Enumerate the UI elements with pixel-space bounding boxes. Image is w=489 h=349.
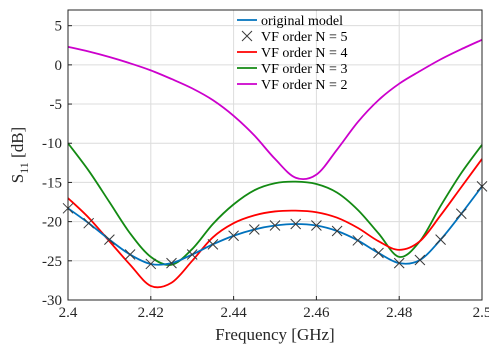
series-layer [62,38,488,289]
data-point-marker [290,218,302,230]
x-tick-label: 2.4 [59,305,78,321]
data-point-marker [186,249,198,260]
tick-labels: 2.4 2.42 2.44 2.46 2.48 2.5 5 0 -5 -10 -15 -20 -25 -3… [42,19,489,321]
x-tick-label: 2.5 [473,305,489,321]
series-markers-vf-order-n-5 [62,180,488,270]
data-point-marker [124,249,136,260]
y-axis-label-sub: 11 [17,162,31,174]
legend-swatch [241,30,253,42]
y-tick-label: -25 [42,254,62,270]
x-axis-label: Frequency [GHz] [215,325,334,344]
y-tick-label: -15 [42,175,62,191]
data-point-marker [207,238,219,250]
data-point-marker [435,234,446,246]
legend-label: original model [261,14,343,29]
y-axis-label-main: S [8,174,27,183]
data-point-marker [311,220,322,231]
y-tick-label: -5 [50,97,63,113]
x-tick-label: 2.44 [220,305,247,321]
data-point-marker [166,257,177,269]
x-tick-label: 2.48 [386,305,412,321]
legend-label: VF order N = 3 [261,62,347,77]
legend-label: VF order N = 5 [261,30,347,45]
data-point-marker [269,220,281,231]
data-point-marker [393,257,405,269]
x-tick-label: 2.46 [303,305,330,321]
data-point-marker [145,258,157,270]
y-tick-label: -10 [42,136,62,152]
data-point-marker [373,247,384,259]
legend-label: VF order N = 4 [261,46,347,61]
series-line-vf-order-n-2 [67,38,483,181]
data-point-marker [228,230,239,242]
data-point-marker [352,235,364,246]
data-point-marker [248,224,260,235]
legend-label: VF order N = 2 [261,78,347,93]
y-tick-label: 5 [55,19,63,35]
x-tick-label: 2.42 [138,305,164,321]
data-point-marker [104,234,115,246]
series-line-vf-order-n-3 [67,142,483,266]
data-point-marker [455,208,467,220]
plot-frame [67,9,483,301]
y-tick-label: -20 [42,215,62,231]
data-point-marker [331,225,343,237]
y-tick-label: 0 [55,58,63,74]
y-axis-label-unit: [dB] [8,127,27,162]
data-point-marker [414,254,426,266]
y-tick-label: -30 [42,293,62,309]
y-axis-label: S11 [dB] [8,127,31,183]
data-point-marker [83,217,95,229]
series-line-vf-order-n-4 [67,158,483,289]
